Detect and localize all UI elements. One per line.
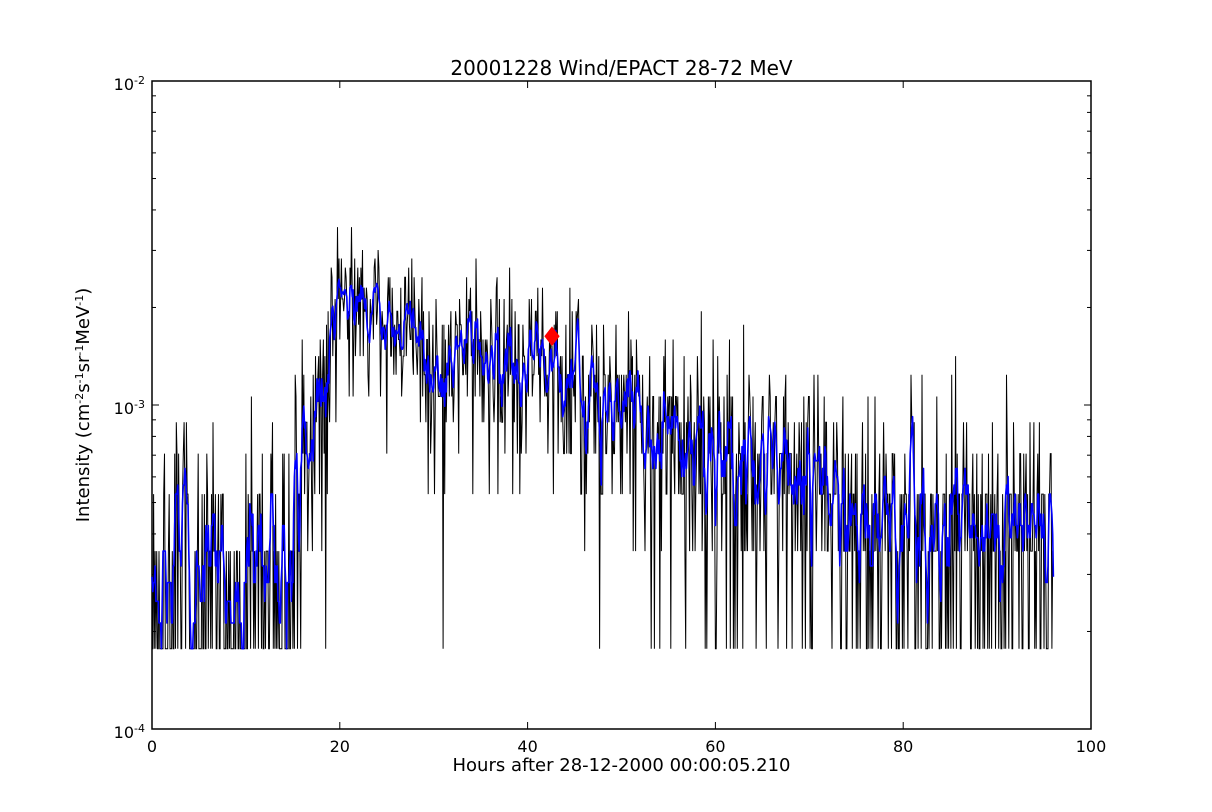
x-tick-label: 0 [146,737,158,756]
intensity-trace-raw [152,227,1054,650]
y-tick-label: 10-2 [113,74,145,94]
x-tick-label: 100 [1075,737,1107,756]
intensity-trace-smoothed [151,278,1055,650]
x-tick-label: 60 [705,737,726,756]
x-tick-label: 40 [517,737,538,756]
x-tick-label: 80 [893,737,914,756]
event-diamond-marker [544,326,560,347]
chart-title: 20001228 Wind/EPACT 28-72 MeV [450,56,793,80]
y-tick-label: 10-4 [113,722,145,742]
y-tick-label: 10-3 [113,398,145,418]
x-axis-label: Hours after 28-12-2000 00:00:05.210 [452,755,791,776]
x-tick-label: 20 [329,737,350,756]
